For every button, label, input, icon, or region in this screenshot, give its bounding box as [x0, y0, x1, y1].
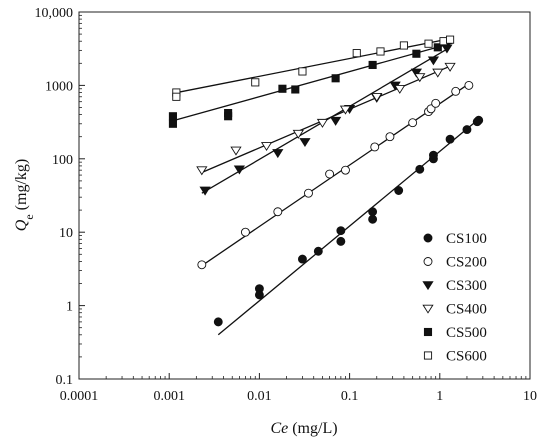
point-cs600	[446, 35, 455, 44]
point-cs200	[431, 98, 441, 108]
point-cs400	[260, 142, 273, 152]
point-cs300	[233, 165, 246, 175]
fit-lines	[172, 37, 481, 336]
fit-line-cs600	[172, 37, 454, 94]
point-cs500	[168, 119, 177, 128]
x-tick-label: 0.001	[153, 389, 185, 404]
point-cs600	[298, 67, 307, 76]
point-cs200	[385, 132, 395, 142]
point-cs300	[199, 186, 211, 196]
point-cs300	[410, 68, 422, 78]
point-cs100	[368, 207, 378, 217]
point-cs200	[464, 80, 474, 90]
legend-label-cs500: CS500	[446, 325, 487, 341]
point-cs600	[172, 92, 181, 101]
point-cs500	[291, 85, 300, 94]
legend-marker-cs300	[422, 281, 434, 291]
point-cs600	[251, 78, 260, 87]
point-cs600	[424, 39, 433, 48]
point-cs500	[368, 60, 377, 69]
legend-marker-cs200	[423, 257, 433, 266]
point-cs600	[376, 47, 385, 56]
y-tick-label: 0.1	[56, 373, 74, 388]
y-axis-title: Qe (mg/kg)	[13, 159, 36, 231]
point-cs300	[427, 56, 440, 66]
x-tick-label: 0.1	[341, 389, 359, 404]
y-tick-label: 10,000	[35, 6, 74, 21]
point-cs200	[304, 188, 313, 198]
point-cs400	[444, 62, 456, 72]
y-tick-label: 100	[52, 153, 73, 168]
x-tick-label: 0.01	[247, 389, 272, 404]
point-cs200	[370, 142, 380, 152]
point-cs100	[445, 134, 455, 144]
point-cs100	[368, 214, 378, 224]
legend-label-cs400: CS400	[446, 302, 487, 318]
point-cs400	[196, 166, 208, 176]
x-tick-label: 10	[523, 389, 537, 404]
point-cs100	[213, 317, 223, 327]
point-cs200	[273, 207, 283, 217]
point-cs400	[292, 129, 304, 139]
x-axis-title: Ce (mg/L)	[270, 420, 337, 437]
fit-line-cs100	[217, 117, 481, 336]
point-cs100	[297, 254, 307, 264]
point-cs600	[352, 49, 361, 58]
y-tick-label: 1000	[45, 79, 73, 94]
point-cs100	[415, 164, 425, 174]
point-cs200	[240, 227, 250, 237]
point-cs100	[336, 226, 346, 236]
point-cs400	[339, 105, 352, 115]
fit-line-cs500	[172, 42, 454, 122]
legend-label-cs600: CS600	[446, 349, 487, 365]
point-cs100	[394, 186, 404, 195]
x-tick-label: 0.0001	[60, 389, 99, 404]
point-cs400	[230, 146, 242, 156]
point-cs500	[331, 74, 340, 83]
point-cs200	[197, 260, 207, 270]
point-cs100	[428, 150, 438, 160]
point-cs400	[316, 118, 329, 128]
point-cs100	[313, 246, 323, 256]
axis-ticks: 0.0001 0.001 0.01 0.1 1 10 0.1 1 10 100 1000 10,000	[35, 6, 538, 404]
legend-marker-cs500	[423, 327, 433, 337]
point-cs400	[414, 73, 426, 83]
y-tick-label: 1	[66, 300, 73, 315]
point-cs500	[433, 43, 442, 52]
point-cs600	[399, 41, 408, 50]
legend-label-cs100: CS100	[446, 231, 487, 247]
fit-line-cs400	[201, 64, 454, 174]
point-cs300	[299, 138, 311, 148]
point-cs100	[336, 236, 346, 246]
point-cs200	[408, 118, 418, 128]
data-points	[168, 35, 484, 327]
point-cs300	[272, 149, 284, 159]
legend-marker-cs100	[423, 233, 433, 243]
point-cs100	[462, 125, 472, 135]
point-cs200	[325, 169, 335, 179]
legend-label-cs200: CS200	[446, 255, 487, 271]
legend-marker-cs600	[423, 351, 433, 360]
legend: CS100 CS200 CS300 CS400 CS500 CS600	[422, 231, 487, 365]
point-cs400	[394, 84, 406, 94]
point-cs400	[432, 68, 444, 78]
plot-frame	[78, 11, 531, 380]
legend-marker-cs400	[422, 304, 434, 314]
point-cs500	[168, 112, 177, 121]
x-tick-label: 1	[436, 389, 443, 404]
point-cs200	[451, 86, 461, 96]
point-cs100	[474, 115, 484, 125]
point-cs400	[371, 92, 383, 102]
point-cs300	[330, 116, 342, 126]
point-cs500	[278, 84, 287, 93]
point-cs200	[341, 165, 350, 175]
point-cs100	[254, 290, 264, 300]
y-tick-label: 10	[59, 226, 73, 241]
point-cs500	[412, 49, 421, 58]
point-cs500	[224, 112, 233, 121]
legend-label-cs300: CS300	[446, 278, 487, 294]
